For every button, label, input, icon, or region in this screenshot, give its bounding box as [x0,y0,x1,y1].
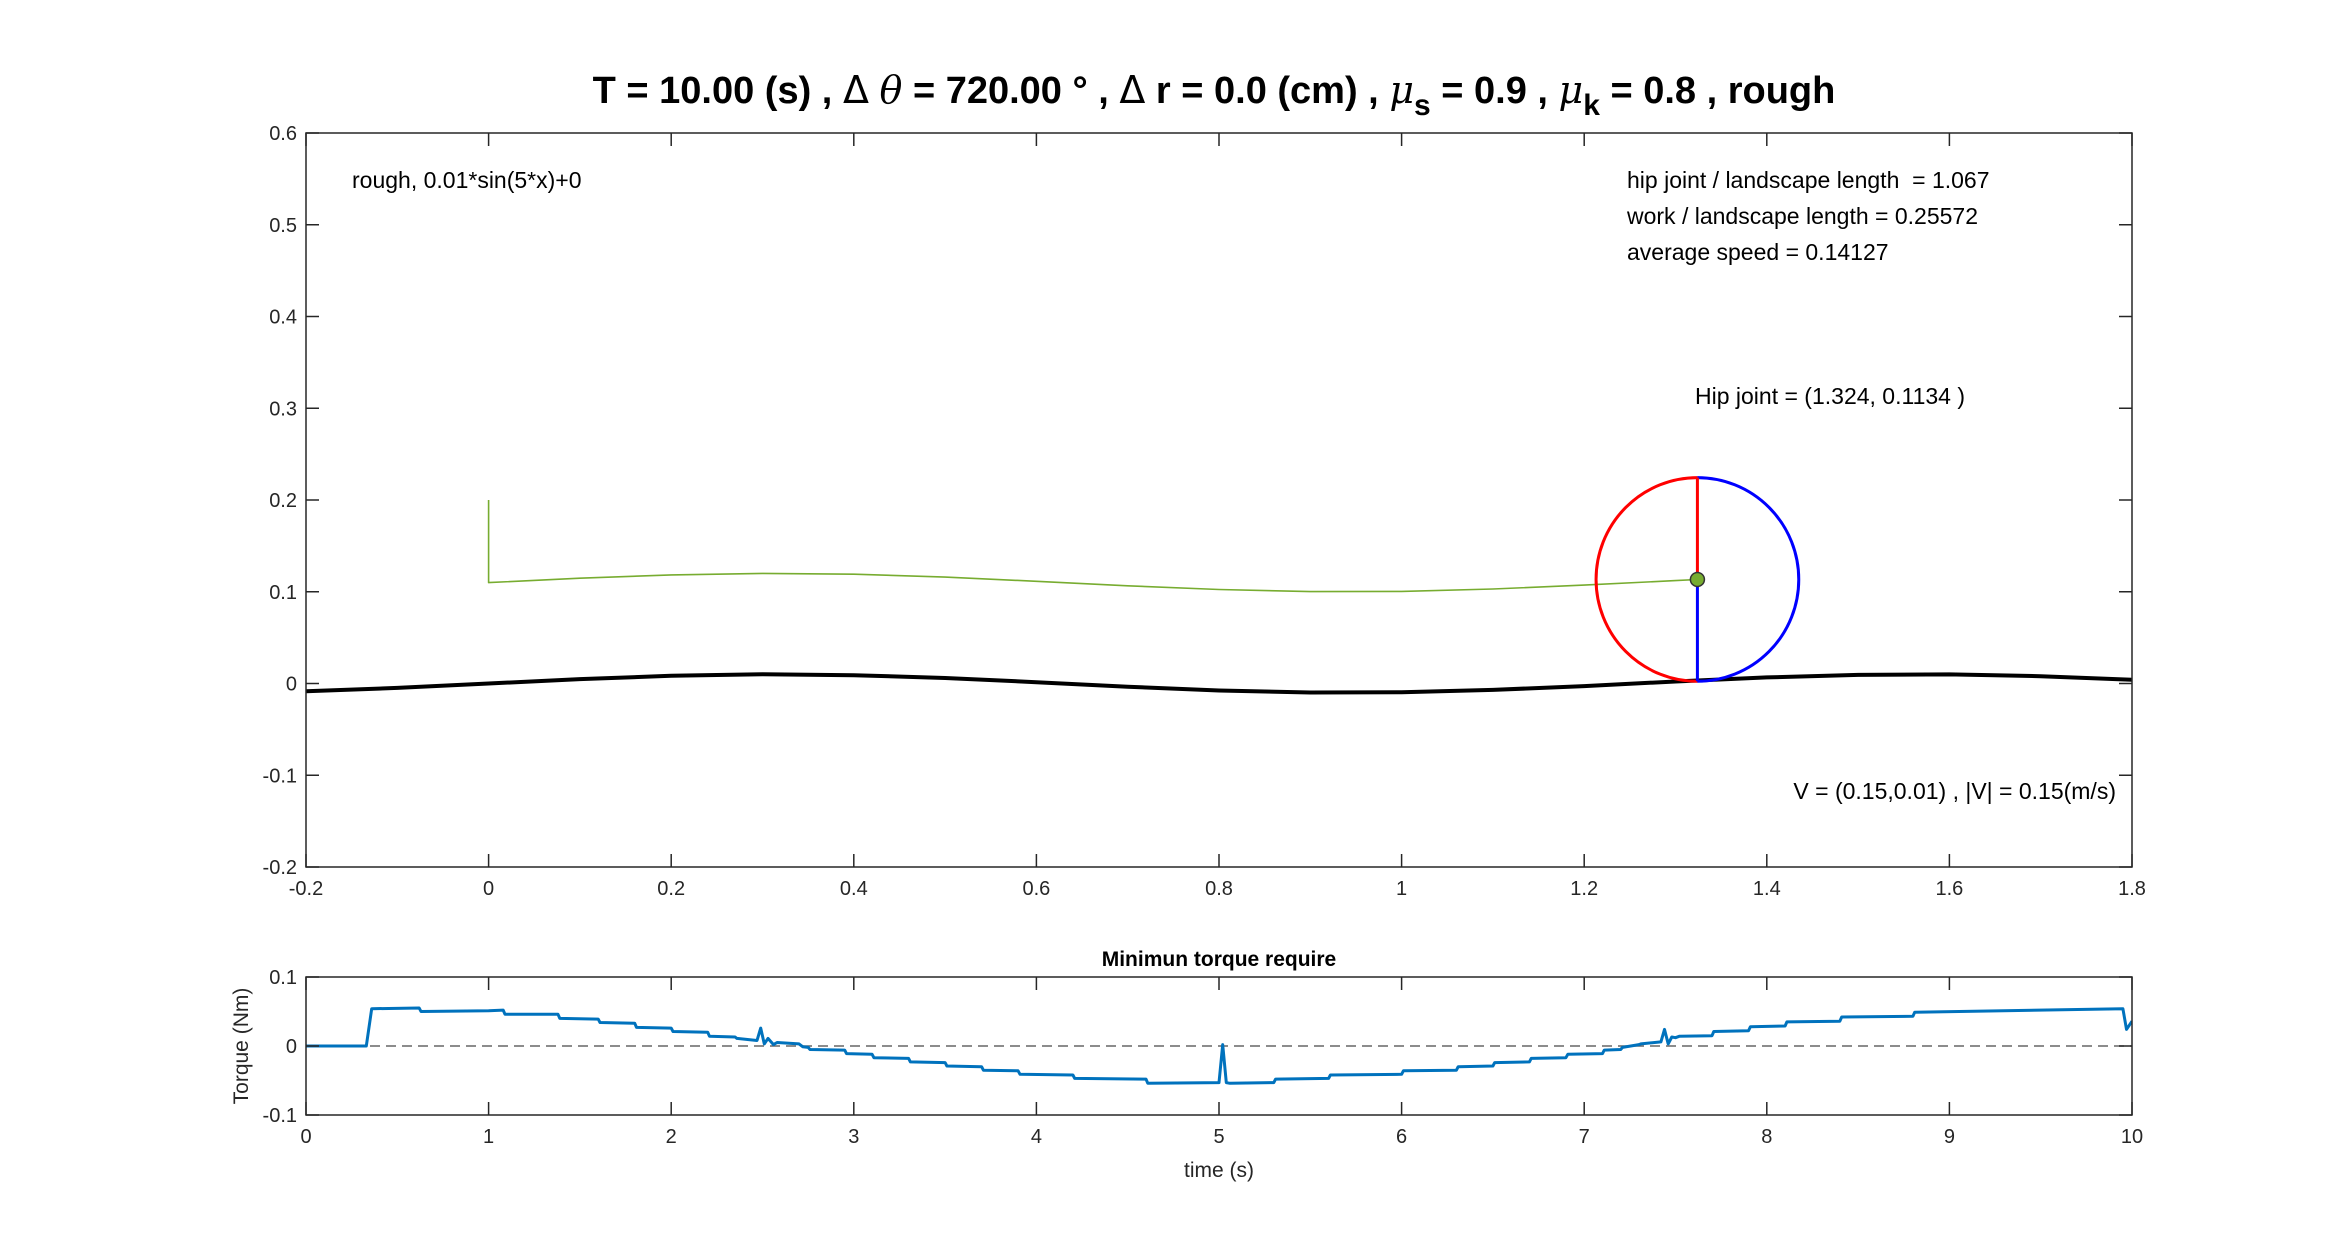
main-y-tick-label: 0.6 [269,123,297,145]
torque-series-group [306,1006,2132,1085]
wheel-left-arc [1594,476,1698,683]
main-x-tick-label: 0.8 [1205,878,1233,900]
main-x-tick-label: 1.4 [1753,878,1781,900]
title-part: T = 10.00 (s) , [593,70,843,112]
torque-y-tick-label: -0.1 [263,1105,297,1127]
torque-x-tick-label: 4 [1031,1126,1042,1148]
hip-trajectory-line [487,500,1698,593]
main-plot-area [306,133,2132,867]
terrain-annotation: rough, 0.01*sin(5*x)+0 [352,167,582,193]
torque-x-tick-label: 3 [848,1126,859,1148]
main-y-tick-label: 0.2 [269,490,297,512]
hip-joint-annotation: Hip joint = (1.324, 0.1134 ) [1695,383,1965,409]
torque-x-tick-label: 6 [1396,1126,1407,1148]
main-x-tick-label: 0.6 [1022,878,1050,900]
velocity-annotation: V = (0.15,0.01) , |V| = 0.15(m/s) [1793,778,2116,804]
main-axes-box [305,132,2133,868]
terrain-line [306,672,2132,695]
main-y-tick-label: -0.1 [263,765,297,787]
torque-x-tick-label: 8 [1761,1126,1772,1148]
torque-y-axis-label: Torque (Nm) [230,988,253,1105]
hip-ratio-annotation: hip joint / landscape length = 1.067 [1627,167,1990,193]
main-y-tick-label: -0.2 [263,857,297,879]
main-ticks-group: -0.2 0 0.2 0.4 0.6 0.8 1 1.2 1.4 1.6 1.8 -0.2 -0.1 0 0… [263,123,2146,900]
torque-x-tick-label: 2 [666,1126,677,1148]
main-y-tick-label: 0.5 [269,215,297,237]
wheel-right-arc [1697,476,1801,683]
torque-x-tick-label: 5 [1213,1126,1224,1148]
title-part: = 0.8 , rough [1600,70,1835,112]
main-x-tick-label: 0.4 [840,878,868,900]
torque-x-tick-label: 0 [300,1126,311,1148]
main-x-tick-label: 0.2 [657,878,685,900]
hip-joint-marker [1689,571,1706,588]
main-x-tick-label: 0 [483,878,494,900]
main-y-tick-label: 0.3 [269,398,297,420]
main-y-tick-label: 0.1 [269,582,297,604]
torque-x-tick-label: 7 [1579,1126,1590,1148]
title-part: s [1414,89,1431,122]
title-part: Δ [843,68,869,112]
main-x-tick-label: 1.6 [1935,878,1963,900]
main-x-tick-label: 1 [1396,878,1407,900]
torque-axes: Minimun torque require 0 1 2 3 4 5 6 7 8 9 10-0.10… [230,948,2143,1182]
main-chart-title: T = 10.00 (s) , Δ θ = 720.00 ° , Δ r = 0… [593,68,1836,122]
torque-x-axis-label: time (s) [1184,1159,1254,1182]
title-part [869,70,880,112]
torque-chart-title: Minimun torque require [1102,948,1337,971]
torque-x-tick-label: 9 [1944,1126,1955,1148]
main-x-tick-label: 1.2 [1570,878,1598,900]
main-axes: -0.2 0 0.2 0.4 0.6 0.8 1 1.2 1.4 1.6 1.8 -0.2 -0.1 0 0… [263,123,2146,900]
main-series-group [306,476,2132,695]
main-x-tick-label: -0.2 [289,878,323,900]
main-y-tick-label: 0.4 [269,307,297,329]
torque-y-tick-label: 0.1 [269,967,297,989]
torque-y-tick-label: 0 [286,1036,297,1058]
title-part: k [1583,89,1600,122]
main-y-tick-label: 0 [286,674,297,696]
title-part: Δ [1119,68,1145,112]
work-ratio-annotation: work / landscape length = 0.25572 [1626,203,1978,229]
torque-line [306,1006,2132,1085]
average-speed-annotation: average speed = 0.14127 [1627,239,1889,265]
torque-x-tick-label: 10 [2121,1126,2143,1148]
title-part: r = 0.0 (cm) , [1145,70,1389,112]
title-part: = 720.00 ° , [902,70,1119,112]
title-part: μ [1389,68,1414,112]
title-part: μ [1559,68,1584,112]
title-part: θ [880,68,903,112]
torque-axes-box [305,976,2133,1116]
main-x-tick-label: 1.8 [2118,878,2146,900]
title-part: = 0.9 , [1431,70,1559,112]
torque-x-tick-label: 1 [483,1126,494,1148]
